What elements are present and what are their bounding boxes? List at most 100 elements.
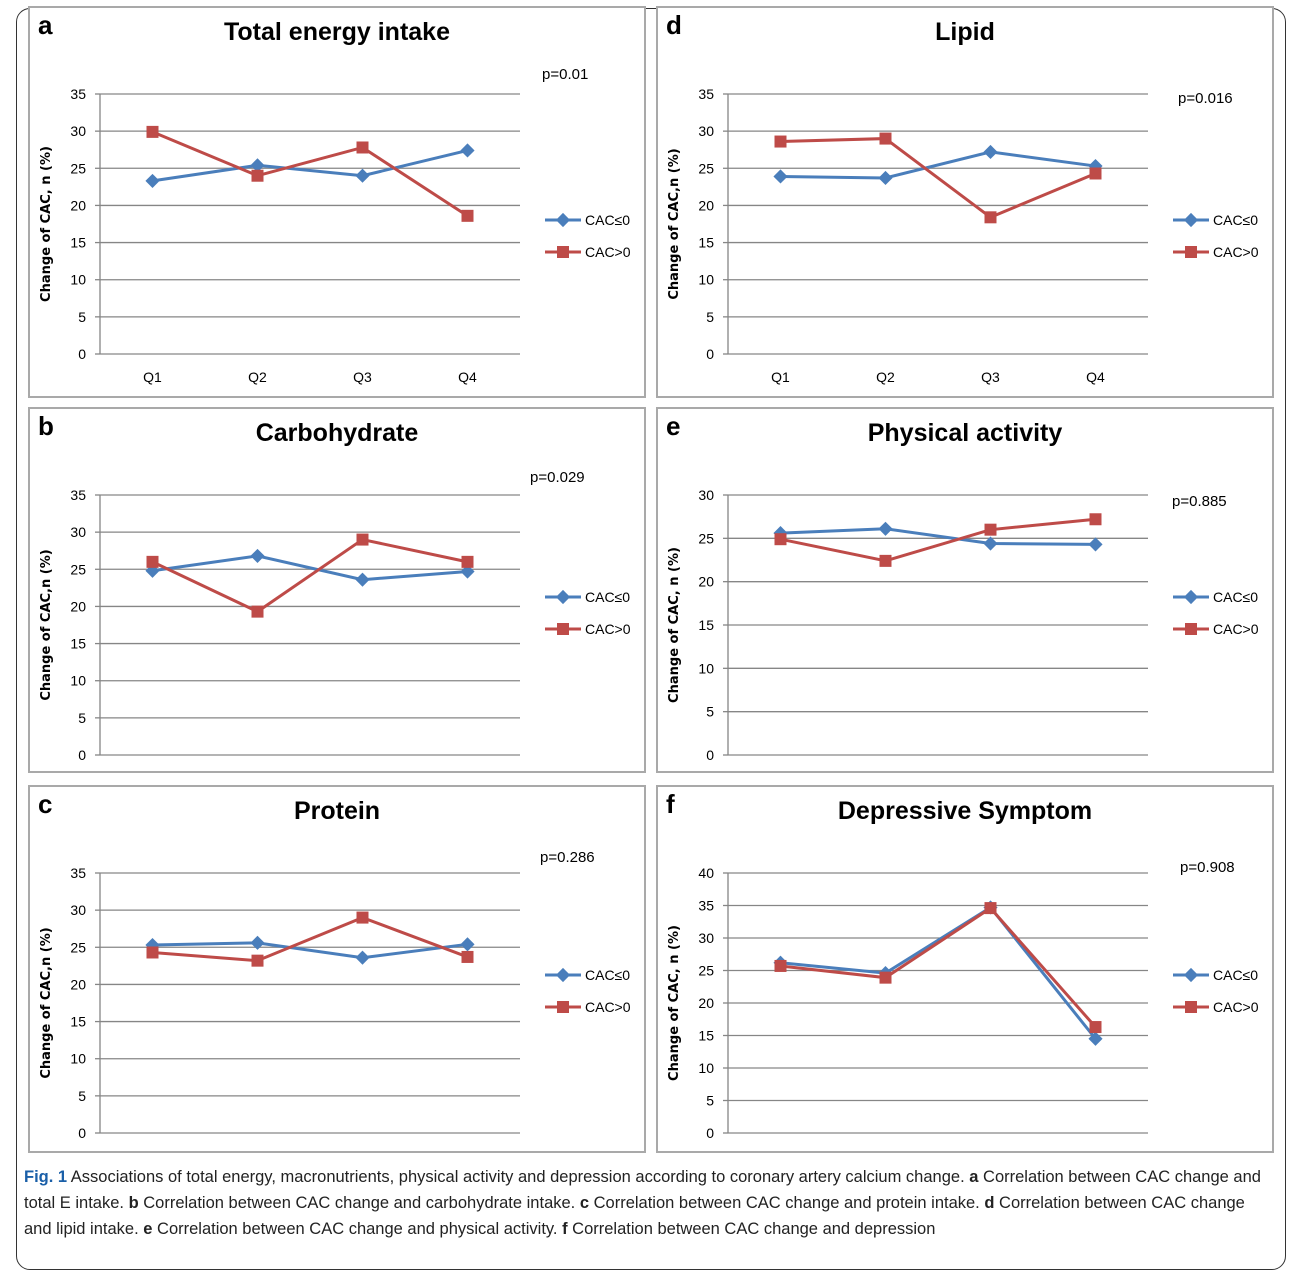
y-tick-label: 40 [698,865,714,881]
y-tick-label: 5 [706,309,714,325]
legend-marker-cac_gt0 [557,1001,569,1013]
y-tick-label: 20 [70,976,86,992]
y-tick-label: 10 [698,272,714,288]
y-tick-label: 25 [698,160,714,176]
series-line-cac_le0 [780,905,1097,1040]
y-tick-label: 25 [698,963,714,979]
y-tick-label: 0 [706,747,714,763]
y-axis-label: Change of CAC,n (%) [39,927,54,1078]
data-point-cac_gt0 [356,911,369,924]
x-tick-label: Q2 [248,369,267,385]
y-tick-label: 15 [70,1014,86,1030]
legend-label-cac_le0: CAC≤0 [585,589,630,605]
caption-letter-f: f [562,1220,568,1238]
data-point-cac_le0 [983,536,998,551]
series-line-cac_le0 [152,554,468,582]
caption-letter-d: d [984,1194,995,1212]
chart-svg-d: 0 5 10 15 20 25 30 35 Q1 Q2 Q3 Q4 Change of CAC,n (%… [667,86,1259,385]
y-tick-label: 35 [70,86,86,102]
legend-marker-cac_gt0 [1185,1001,1197,1013]
data-point-cac_gt0 [251,954,264,967]
series-line-cac_gt0 [780,906,1097,1029]
x-tick-label: Q4 [458,369,477,385]
data-point-cac_le0 [355,572,370,587]
y-tick-label: 25 [70,939,86,955]
legend-label-cac_gt0: CAC>0 [585,621,631,637]
legend-marker-cac_gt0 [1185,246,1197,258]
panel-letter: b [38,411,54,441]
y-tick-label: 35 [698,898,714,914]
caption-fig-label: Fig. 1 [24,1168,68,1186]
data-point-cac_gt0 [461,555,474,568]
data-point-cac_le0 [460,564,475,579]
caption-letter-b: b [128,1194,139,1212]
y-tick-label: 10 [698,660,714,676]
data-point-cac_gt0 [251,605,264,618]
y-tick-label: 0 [706,1125,714,1141]
y-tick-label: 5 [78,309,86,325]
x-tick-label: Q1 [771,770,790,771]
p-value-label: p=0.029 [530,469,585,486]
legend-label-cac_le0: CAC≤0 [585,967,630,983]
panel-letter: c [38,789,53,819]
legend-marker-cac_gt0 [557,246,569,258]
legend-label-cac_le0: CAC≤0 [1213,212,1258,228]
x-tick-label: Q4 [1086,1148,1105,1151]
y-tick-label: 30 [70,123,86,139]
data-point-cac_le0 [145,173,160,188]
y-tick-label: 35 [70,865,86,881]
x-tick-label: Q4 [1086,369,1105,385]
series-line-cac_gt0 [151,130,469,218]
x-tick-label: Q1 [143,770,162,771]
data-point-cac_gt0 [146,125,159,138]
chart-panel-f: f Depressive Symptom p=0.908 0 5 10 15 20 25 30 35… [656,785,1274,1153]
x-tick-label: Q4 [458,1148,477,1151]
x-tick-label: Q1 [771,1148,790,1151]
data-point-cac_le0 [878,170,893,186]
y-tick-label: 20 [698,995,714,1011]
data-point-cac_gt0 [146,555,159,568]
caption-text-b: Correlation between CAC change and carbo… [138,1194,580,1212]
panel-letter: f [666,789,675,819]
x-tick-label: Q3 [353,1148,372,1151]
caption-letter-c: c [579,1194,590,1212]
x-tick-label: Q2 [876,1148,895,1151]
legend-label-cac_le0: CAC≤0 [1213,589,1258,605]
legend-label-cac_gt0: CAC>0 [1213,244,1259,260]
x-tick-label: Q4 [458,770,477,771]
x-tick-label: Q3 [981,369,1000,385]
y-tick-label: 30 [698,930,714,946]
caption-letter-a: a [969,1168,979,1186]
x-tick-label: Q2 [248,1148,267,1151]
legend-label-cac_gt0: CAC>0 [585,999,631,1015]
data-point-cac_le0 [250,935,265,950]
data-point-cac_gt0 [774,533,787,546]
p-value-label: p=0.908 [1180,859,1235,876]
y-tick-label: 30 [698,487,714,503]
legend-label-cac_le0: CAC≤0 [1213,967,1258,983]
data-point-cac_gt0 [1089,167,1102,180]
data-point-cac_le0 [460,143,475,158]
y-tick-label: 0 [78,1125,86,1141]
chart-svg-a: 0 5 10 15 20 25 30 35 Q1 Q2 Q3 Q4 Change of CAC, n (… [39,86,631,385]
y-tick-label: 30 [698,123,714,139]
series-line-cac_gt0 [152,915,469,963]
series-line-cac_le0 [152,148,468,183]
y-tick-label: 20 [698,574,714,590]
data-point-cac_gt0 [774,959,787,972]
data-point-cac_le0 [1088,1031,1103,1046]
chart-svg-c: 0 5 10 15 20 25 30 35 Q1 Q2 Q3 Q4 Change of CAC,n (%… [39,865,631,1151]
data-point-cac_gt0 [146,946,159,959]
y-tick-label: 15 [70,235,86,251]
x-tick-label: Q2 [876,369,895,385]
y-tick-label: 0 [78,747,86,763]
legend-marker-cac_le0 [1183,967,1199,983]
chart-svg-f: 0 5 10 15 20 25 30 35 40 Q1 Q2 Q3 Q4 Change of CAC, n… [667,865,1259,1151]
data-point-cac_le0 [460,937,475,952]
legend-marker-cac_le0 [555,589,571,605]
chart-panel-b: bCarbohydratep=0.02905101520253035Q1Q2Q3… [28,407,646,773]
y-tick-label: 5 [78,1088,86,1104]
data-point-cac_gt0 [984,902,997,915]
data-point-cac_gt0 [356,141,369,154]
data-point-cac_le0 [1088,537,1103,552]
